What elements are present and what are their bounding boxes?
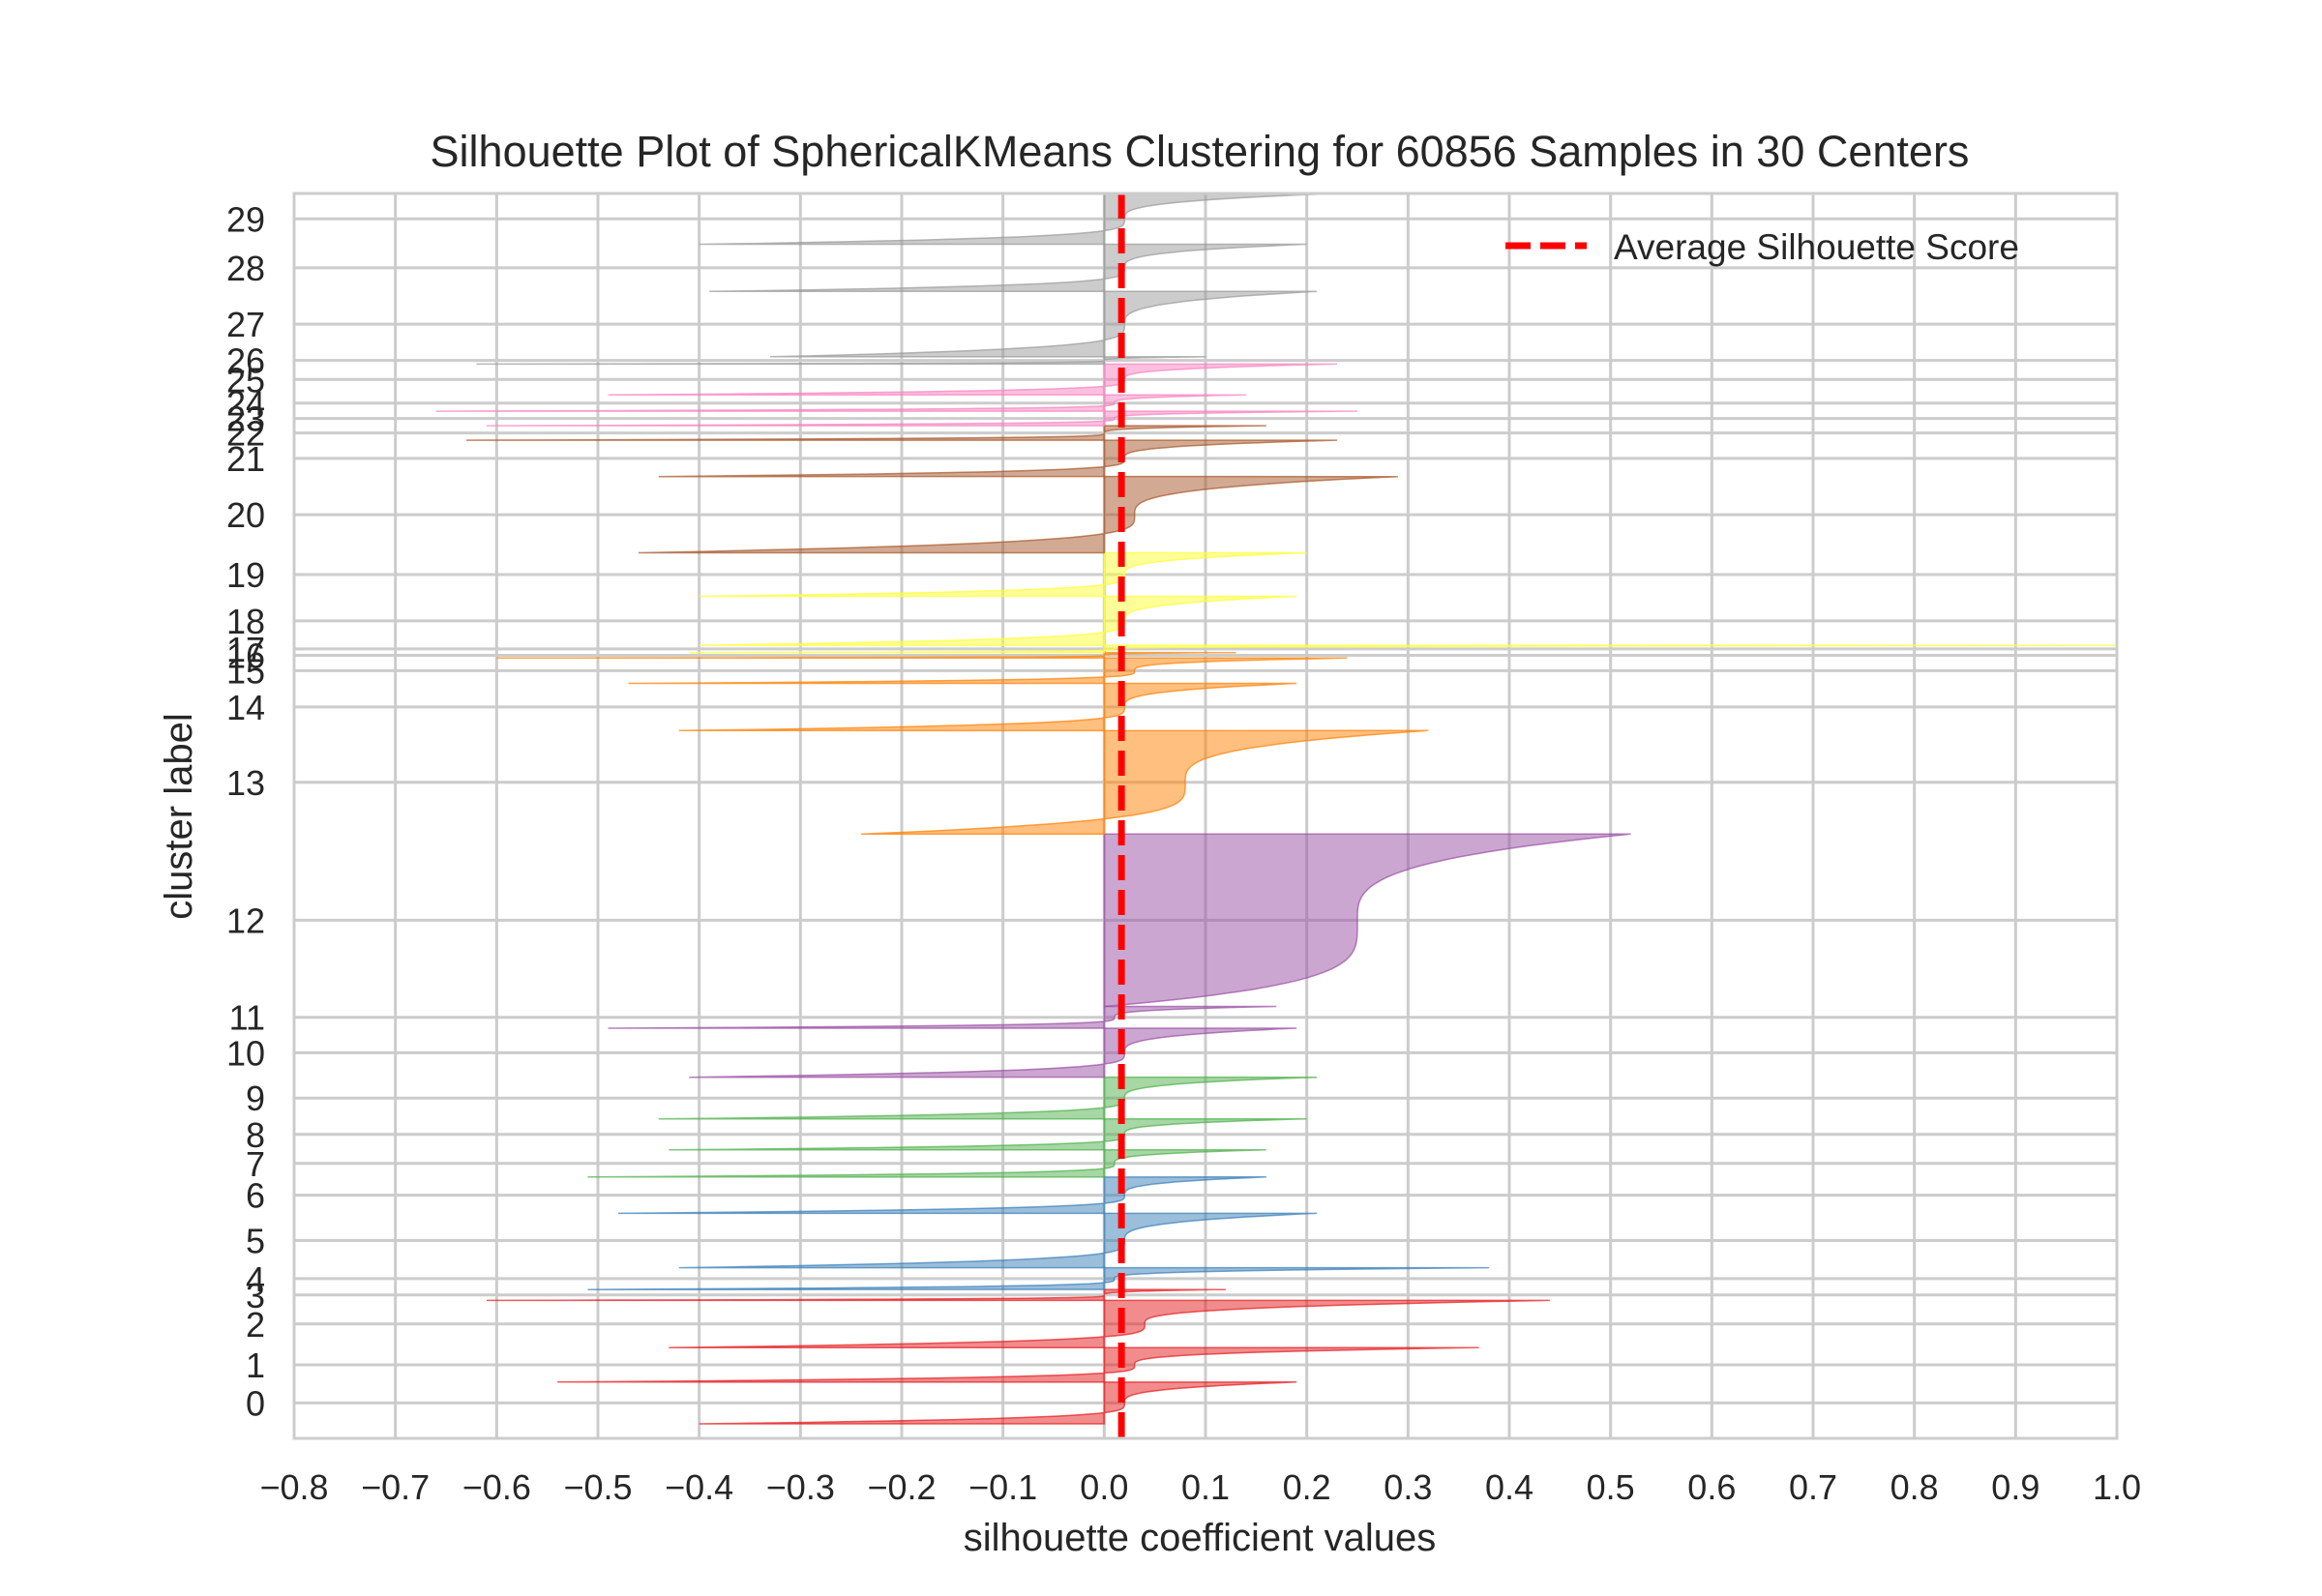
x-tick-label: 0.9	[1991, 1467, 2039, 1507]
legend-label: Average Silhouette Score	[1614, 227, 2019, 267]
cluster-14-silhouette	[678, 682, 1297, 732]
y-tick-label: 19	[226, 555, 265, 595]
y-tick-label: 20	[226, 495, 265, 535]
y-tick-labels: 0123456789101112131415161718192021222324…	[226, 199, 265, 1423]
x-tick-label: 0.7	[1789, 1467, 1837, 1507]
y-tick-label: 8	[246, 1115, 265, 1155]
x-tick-label: −0.7	[361, 1467, 430, 1507]
y-tick-label: 17	[226, 630, 265, 669]
x-tick-label: −0.5	[563, 1467, 632, 1507]
x-axis-title: silhouette coefficient values	[964, 1517, 1436, 1559]
cluster-7-silhouette	[587, 1148, 1266, 1178]
y-tick-label: 3	[246, 1276, 265, 1315]
silhouette-shapes	[435, 192, 2118, 1425]
y-tick-label: 11	[229, 998, 265, 1038]
cluster-2-silhouette	[669, 1299, 1550, 1348]
y-tick-label: 6	[246, 1176, 265, 1216]
x-tick-label: −0.1	[968, 1467, 1037, 1507]
x-tick-label: 0.6	[1687, 1467, 1736, 1507]
y-tick-label: 16	[226, 635, 265, 675]
y-tick-label: 7	[246, 1144, 265, 1184]
y-tick-label: 22	[226, 414, 265, 454]
y-tick-label: 27	[226, 305, 265, 344]
x-tick-label: 0.0	[1080, 1467, 1128, 1507]
x-tick-label: −0.8	[259, 1467, 328, 1507]
y-tick-label: 28	[226, 249, 265, 288]
y-tick-label: 10	[226, 1033, 265, 1073]
y-tick-label: 26	[226, 341, 265, 381]
cluster-9-silhouette	[658, 1076, 1318, 1120]
cluster-15-silhouette	[628, 657, 1348, 685]
y-tick-label: 4	[246, 1259, 265, 1299]
cluster-16-silhouette	[496, 651, 1236, 660]
cluster-24-silhouette	[435, 394, 1246, 412]
cluster-17-silhouette	[689, 644, 2118, 654]
cluster-26-silhouette	[476, 356, 1206, 366]
y-tick-label: 12	[226, 901, 265, 940]
y-tick-label: 5	[246, 1222, 265, 1261]
y-grid	[294, 217, 2117, 1404]
x-tick-label: 1.0	[2093, 1467, 2141, 1507]
cluster-20-silhouette	[638, 475, 1398, 554]
x-tick-label: 0.3	[1384, 1467, 1432, 1507]
x-tick-label: 0.1	[1181, 1467, 1230, 1507]
cluster-13-silhouette	[861, 729, 1429, 836]
cluster-1-silhouette	[557, 1346, 1479, 1383]
y-tick-label: 18	[226, 602, 265, 641]
cluster-6-silhouette	[617, 1176, 1266, 1215]
x-tick-label: 0.2	[1283, 1467, 1331, 1507]
x-tick-label: −0.2	[867, 1467, 936, 1507]
x-tick-label: 0.8	[1890, 1467, 1939, 1507]
y-tick-label: 0	[246, 1383, 265, 1423]
y-axis-title: cluster label	[158, 713, 200, 919]
cluster-22-silhouette	[465, 425, 1266, 441]
y-tick-label: 21	[226, 439, 265, 479]
x-tick-labels: −0.8 −0.7 −0.6 −0.5 −0.4 −0.3 −0.2 −0.1 0.0 0.1 0.…	[259, 1467, 2141, 1507]
cluster-3-silhouette	[486, 1288, 1226, 1302]
y-tick-label: 25	[226, 360, 265, 399]
x-tick-label: 0.5	[1587, 1467, 1635, 1507]
x-tick-label: −0.3	[766, 1467, 835, 1507]
cluster-23-silhouette	[486, 410, 1358, 427]
y-tick-label: 14	[226, 688, 265, 727]
cluster-4-silhouette	[587, 1266, 1490, 1290]
y-tick-label: 24	[226, 384, 265, 424]
y-tick-label: 1	[246, 1345, 265, 1385]
y-tick-label: 13	[226, 763, 265, 803]
y-tick-label: 29	[226, 199, 265, 239]
y-tick-label: 15	[226, 651, 265, 691]
cluster-12-silhouette	[1103, 833, 1631, 1008]
x-tick-label: 0.4	[1485, 1467, 1533, 1507]
x-tick-label: −0.4	[665, 1467, 733, 1507]
cluster-19-silhouette	[699, 551, 1307, 598]
plot-frame	[292, 192, 2119, 1440]
cluster-27-silhouette	[769, 290, 1318, 358]
legend: Average Silhouette Score	[1505, 227, 2019, 267]
cluster-11-silhouette	[608, 1005, 1277, 1029]
y-tick-label: 2	[246, 1305, 265, 1345]
y-tick-label: 23	[226, 399, 265, 439]
x-tick-label: −0.6	[462, 1467, 531, 1507]
y-tick-label: 9	[246, 1079, 265, 1118]
cluster-0-silhouette	[699, 1381, 1297, 1425]
chart-title: Silhouette Plot of SphericalKMeans Clust…	[431, 127, 1970, 176]
